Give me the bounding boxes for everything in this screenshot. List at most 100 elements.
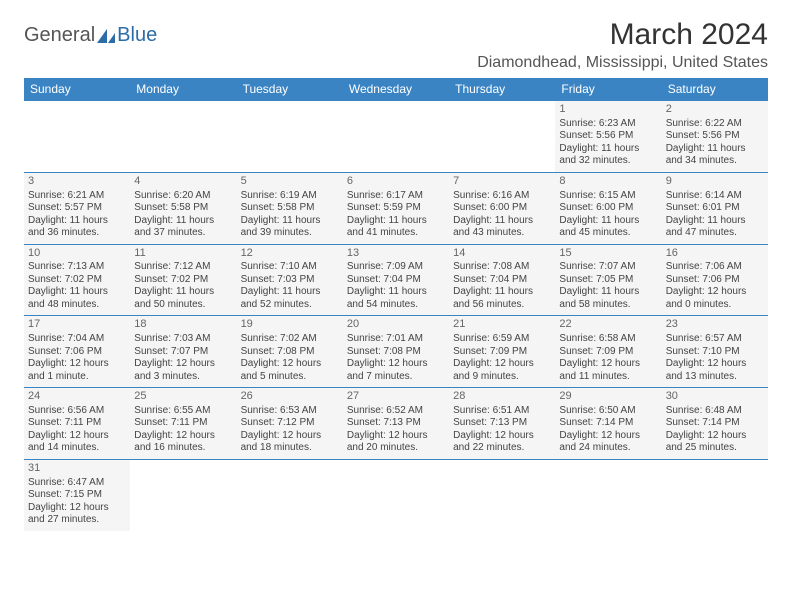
- sail-icon: [97, 29, 115, 43]
- daylight-text: Daylight: 12 hours: [347, 358, 445, 371]
- sunrise-text: Sunrise: 6:55 AM: [134, 405, 232, 418]
- sunset-text: Sunset: 5:58 PM: [134, 202, 232, 215]
- daylight-text: Daylight: 12 hours: [666, 358, 764, 371]
- calendar-week-row: 31Sunrise: 6:47 AMSunset: 7:15 PMDayligh…: [24, 459, 768, 530]
- daylight-text: Daylight: 11 hours: [241, 215, 339, 228]
- sunset-text: Sunset: 7:04 PM: [347, 274, 445, 287]
- logo-text-general: General: [24, 24, 95, 47]
- daylight-text: Daylight: 12 hours: [134, 358, 232, 371]
- daylight-text: Daylight: 11 hours: [134, 286, 232, 299]
- sunset-text: Sunset: 5:59 PM: [347, 202, 445, 215]
- sunrise-text: Sunrise: 7:02 AM: [241, 333, 339, 346]
- calendar-day-cell: 12Sunrise: 7:10 AMSunset: 7:03 PMDayligh…: [237, 244, 343, 316]
- sunrise-text: Sunrise: 6:20 AM: [134, 190, 232, 203]
- sunrise-text: Sunrise: 6:14 AM: [666, 190, 764, 203]
- daylight-text: and 39 minutes.: [241, 227, 339, 240]
- calendar-day-cell: [449, 459, 555, 530]
- day-number: 18: [134, 318, 232, 332]
- calendar-day-cell: 24Sunrise: 6:56 AMSunset: 7:11 PMDayligh…: [24, 388, 130, 460]
- calendar-week-row: 1Sunrise: 6:23 AMSunset: 5:56 PMDaylight…: [24, 101, 768, 173]
- daylight-text: and 56 minutes.: [453, 299, 551, 312]
- sunrise-text: Sunrise: 7:10 AM: [241, 261, 339, 274]
- calendar-day-cell: 5Sunrise: 6:19 AMSunset: 5:58 PMDaylight…: [237, 172, 343, 244]
- sunset-text: Sunset: 7:06 PM: [28, 346, 126, 359]
- header: General Blue March 2024 Diamondhead, Mis…: [24, 18, 768, 72]
- daylight-text: Daylight: 12 hours: [28, 358, 126, 371]
- title-block: March 2024 Diamondhead, Mississippi, Uni…: [477, 18, 768, 72]
- sunrise-text: Sunrise: 6:21 AM: [28, 190, 126, 203]
- calendar-day-cell: 23Sunrise: 6:57 AMSunset: 7:10 PMDayligh…: [662, 316, 768, 388]
- calendar-day-cell: 16Sunrise: 7:06 AMSunset: 7:06 PMDayligh…: [662, 244, 768, 316]
- daylight-text: Daylight: 12 hours: [666, 286, 764, 299]
- day-number: 14: [453, 247, 551, 261]
- sunset-text: Sunset: 5:58 PM: [241, 202, 339, 215]
- daylight-text: and 48 minutes.: [28, 299, 126, 312]
- day-number: 20: [347, 318, 445, 332]
- weekday-header: Monday: [130, 78, 236, 101]
- sunrise-text: Sunrise: 7:08 AM: [453, 261, 551, 274]
- calendar-day-cell: [343, 101, 449, 173]
- calendar-week-row: 24Sunrise: 6:56 AMSunset: 7:11 PMDayligh…: [24, 388, 768, 460]
- sunset-text: Sunset: 7:15 PM: [28, 489, 126, 502]
- calendar-day-cell: 20Sunrise: 7:01 AMSunset: 7:08 PMDayligh…: [343, 316, 449, 388]
- calendar-day-cell: 11Sunrise: 7:12 AMSunset: 7:02 PMDayligh…: [130, 244, 236, 316]
- calendar-day-cell: 25Sunrise: 6:55 AMSunset: 7:11 PMDayligh…: [130, 388, 236, 460]
- daylight-text: Daylight: 11 hours: [559, 215, 657, 228]
- day-number: 7: [453, 175, 551, 189]
- sunrise-text: Sunrise: 6:19 AM: [241, 190, 339, 203]
- calendar-day-cell: 4Sunrise: 6:20 AMSunset: 5:58 PMDaylight…: [130, 172, 236, 244]
- weekday-header: Tuesday: [237, 78, 343, 101]
- calendar-day-cell: 18Sunrise: 7:03 AMSunset: 7:07 PMDayligh…: [130, 316, 236, 388]
- sunset-text: Sunset: 5:56 PM: [666, 130, 764, 143]
- daylight-text: and 16 minutes.: [134, 442, 232, 455]
- sunset-text: Sunset: 7:03 PM: [241, 274, 339, 287]
- daylight-text: Daylight: 11 hours: [666, 143, 764, 156]
- daylight-text: and 3 minutes.: [134, 371, 232, 384]
- calendar-day-cell: [662, 459, 768, 530]
- daylight-text: and 50 minutes.: [134, 299, 232, 312]
- calendar-day-cell: 21Sunrise: 6:59 AMSunset: 7:09 PMDayligh…: [449, 316, 555, 388]
- calendar-day-cell: [24, 101, 130, 173]
- sunrise-text: Sunrise: 7:06 AM: [666, 261, 764, 274]
- sunset-text: Sunset: 7:04 PM: [453, 274, 551, 287]
- sunrise-text: Sunrise: 6:17 AM: [347, 190, 445, 203]
- daylight-text: Daylight: 11 hours: [28, 286, 126, 299]
- daylight-text: and 43 minutes.: [453, 227, 551, 240]
- sunset-text: Sunset: 7:10 PM: [666, 346, 764, 359]
- sunrise-text: Sunrise: 6:48 AM: [666, 405, 764, 418]
- day-number: 29: [559, 390, 657, 404]
- sunset-text: Sunset: 6:00 PM: [453, 202, 551, 215]
- daylight-text: Daylight: 11 hours: [28, 215, 126, 228]
- sunset-text: Sunset: 7:13 PM: [453, 417, 551, 430]
- calendar-day-cell: 27Sunrise: 6:52 AMSunset: 7:13 PMDayligh…: [343, 388, 449, 460]
- calendar-day-cell: [343, 459, 449, 530]
- sunrise-text: Sunrise: 6:53 AM: [241, 405, 339, 418]
- day-number: 5: [241, 175, 339, 189]
- day-number: 24: [28, 390, 126, 404]
- calendar-body: 1Sunrise: 6:23 AMSunset: 5:56 PMDaylight…: [24, 101, 768, 531]
- daylight-text: and 34 minutes.: [666, 155, 764, 168]
- daylight-text: Daylight: 12 hours: [559, 358, 657, 371]
- calendar-day-cell: 13Sunrise: 7:09 AMSunset: 7:04 PMDayligh…: [343, 244, 449, 316]
- daylight-text: and 54 minutes.: [347, 299, 445, 312]
- daylight-text: and 58 minutes.: [559, 299, 657, 312]
- sunset-text: Sunset: 7:08 PM: [241, 346, 339, 359]
- weekday-header: Saturday: [662, 78, 768, 101]
- sunset-text: Sunset: 7:05 PM: [559, 274, 657, 287]
- sunrise-text: Sunrise: 7:09 AM: [347, 261, 445, 274]
- daylight-text: and 32 minutes.: [559, 155, 657, 168]
- daylight-text: and 37 minutes.: [134, 227, 232, 240]
- daylight-text: and 0 minutes.: [666, 299, 764, 312]
- calendar-day-cell: 6Sunrise: 6:17 AMSunset: 5:59 PMDaylight…: [343, 172, 449, 244]
- day-number: 9: [666, 175, 764, 189]
- sunrise-text: Sunrise: 6:50 AM: [559, 405, 657, 418]
- day-number: 10: [28, 247, 126, 261]
- sunrise-text: Sunrise: 7:01 AM: [347, 333, 445, 346]
- sunset-text: Sunset: 6:01 PM: [666, 202, 764, 215]
- calendar-day-cell: 22Sunrise: 6:58 AMSunset: 7:09 PMDayligh…: [555, 316, 661, 388]
- sunrise-text: Sunrise: 6:58 AM: [559, 333, 657, 346]
- daylight-text: Daylight: 12 hours: [347, 430, 445, 443]
- weekday-header: Friday: [555, 78, 661, 101]
- sunrise-text: Sunrise: 7:13 AM: [28, 261, 126, 274]
- day-number: 15: [559, 247, 657, 261]
